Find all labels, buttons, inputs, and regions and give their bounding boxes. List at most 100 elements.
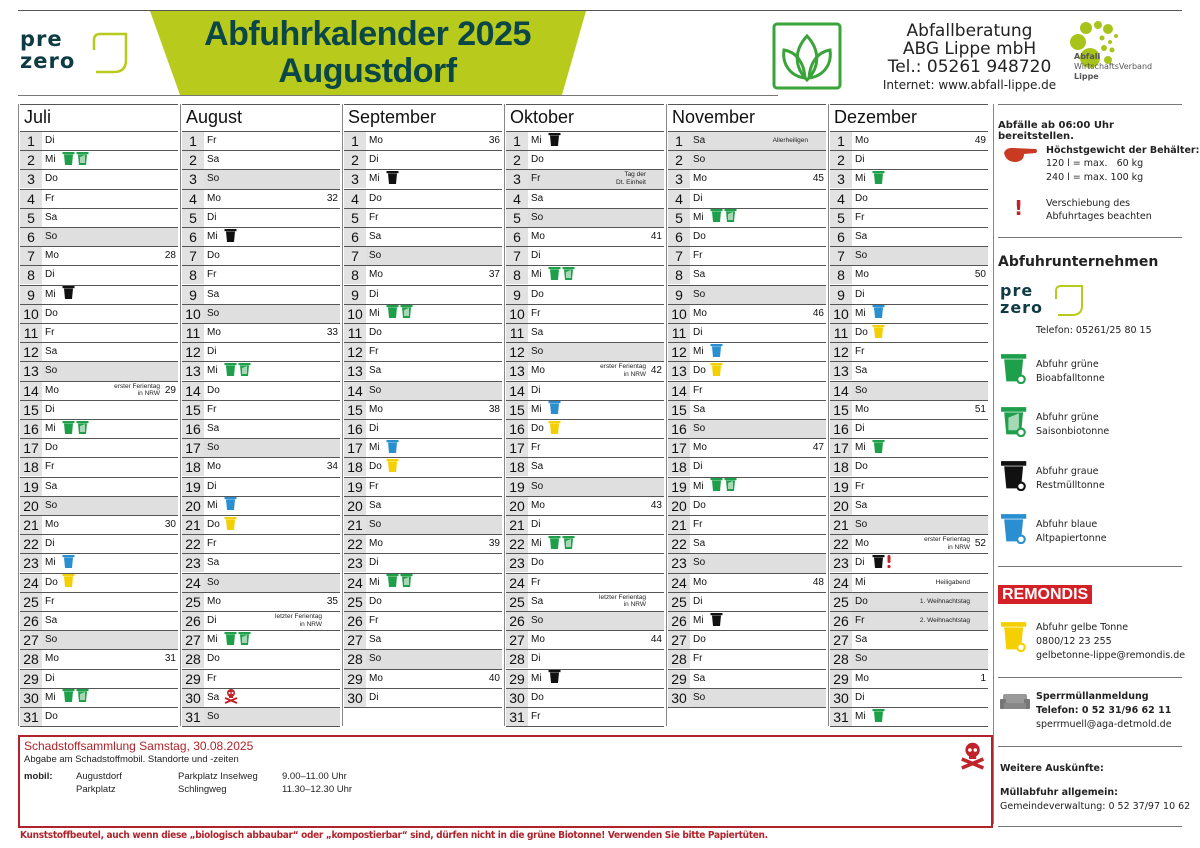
day-note-line: 2. Weihnachtstag	[919, 617, 970, 624]
weekday: Sa	[45, 211, 58, 223]
abg-website[interactable]: Internet: www.abfall-lippe.de	[882, 78, 1057, 92]
logo-text-pre: pre	[1000, 281, 1034, 300]
week-number: 40	[488, 672, 500, 684]
month-header: Juli	[20, 104, 178, 128]
day-number: 6	[668, 228, 690, 246]
day-number: 19	[344, 477, 366, 496]
day-row: 31 Mi	[830, 707, 988, 726]
weekday: Sa	[207, 691, 220, 703]
day-number: 23	[20, 554, 42, 573]
day-number: 20	[506, 496, 528, 515]
row-rule	[182, 726, 340, 728]
weekday: Fr	[531, 711, 541, 722]
day-number: 27	[344, 631, 366, 650]
general-phone: Gemeindeverwaltung: 0 52 37/97 10 62	[1000, 801, 1191, 812]
green-bio-bin-icon	[710, 477, 723, 497]
bulky-waste-email[interactable]: sperrmuell@aga-detmold.de	[1036, 719, 1172, 730]
day-row: 15 Fr	[182, 399, 340, 419]
pickup-icons	[710, 477, 737, 497]
weekday: Sa	[693, 135, 706, 146]
green-seasonal-bin-icon	[238, 631, 251, 651]
pickup-icons	[224, 228, 237, 248]
weekday: Mo	[855, 538, 869, 550]
day-row: 22 Mo 39	[344, 534, 502, 554]
day-number: 9	[182, 285, 204, 304]
day-row: 27 Mi	[182, 630, 340, 651]
green-bio-bin-icon	[710, 208, 723, 228]
day-number: 18	[668, 458, 690, 477]
yellow-bin-email[interactable]: gelbetonne-lippe@remondis.de	[1036, 650, 1186, 661]
day-row: 17 So	[182, 438, 340, 458]
day-row: 21 So	[344, 515, 502, 535]
day-row: 30 Mi	[20, 687, 178, 707]
pickup-icons	[872, 708, 885, 725]
day-number: 22	[830, 535, 852, 554]
weekday: Mi	[369, 173, 380, 185]
day-number: 21	[182, 516, 204, 534]
day-number: 10	[182, 304, 204, 323]
weekday: So	[855, 519, 868, 530]
weekday: Do	[45, 711, 58, 722]
day-number: 24	[344, 573, 366, 592]
day-row: 1 Fr	[182, 131, 340, 150]
column-rule	[342, 104, 343, 726]
month-header: August	[182, 104, 340, 128]
week-number: 42	[650, 365, 662, 377]
day-row: 22 Di	[20, 534, 178, 554]
hazard-time: 11.30–12.30 Uhr	[282, 784, 353, 795]
bulky-waste-phone: Telefon: 0 52 31/96 62 11	[1036, 705, 1172, 716]
day-number: 14	[182, 381, 204, 400]
day-row: 26 Fr 2. Weihnachtstag	[830, 611, 988, 631]
weekday: Mo	[531, 365, 545, 377]
day-number: 30	[182, 688, 204, 707]
pickup-icons	[386, 170, 399, 187]
pickup-icons	[548, 670, 561, 687]
black-residual-bin-icon	[224, 228, 237, 248]
weekday: Do	[855, 595, 868, 607]
weekday: Mo	[45, 519, 59, 530]
day-number: 3	[506, 170, 528, 189]
day-number: 24	[506, 573, 528, 592]
day-row: 20 Do	[668, 495, 826, 515]
week-number: 30	[164, 519, 176, 530]
green-bio-bin-icon	[548, 535, 561, 555]
day-row: 4 Sa	[506, 188, 664, 208]
hazard-label: mobil:	[24, 771, 53, 782]
divider	[998, 746, 1182, 747]
day-number: 28	[182, 650, 204, 669]
day-row: 20 So	[20, 495, 178, 515]
day-row: 29 Mi	[506, 668, 664, 688]
day-row: 10 Mi	[344, 303, 502, 323]
sofa-icon	[1000, 694, 1030, 709]
weekday: Do	[531, 154, 544, 166]
day-number: 16	[668, 420, 690, 438]
day-number: 5	[830, 208, 852, 227]
green-bio-bin-icon	[386, 573, 399, 593]
day-number: 27	[20, 631, 42, 650]
weekday: Mo	[207, 595, 221, 607]
day-row: 7 Do	[182, 246, 340, 266]
day-row: 29 Fr	[182, 668, 340, 688]
day-number: 13	[830, 362, 852, 381]
day-row: 12 Mi	[668, 342, 826, 362]
day-number: 24	[20, 573, 42, 592]
day-number: 2	[668, 151, 690, 170]
weekday: Fr	[369, 346, 379, 358]
day-number: 15	[182, 400, 204, 419]
week-number: 1	[980, 672, 986, 684]
day-number: 21	[344, 516, 366, 534]
day-number: 27	[668, 631, 690, 650]
day-row: 9 Sa	[182, 284, 340, 304]
day-number: 13	[668, 362, 690, 381]
day-note-line: erster Ferientag	[600, 363, 646, 371]
day-number: 31	[20, 708, 42, 726]
day-note-line: in NRW	[299, 620, 322, 628]
day-row: 30 Di	[830, 687, 988, 707]
day-row: 2 Sa	[182, 150, 340, 170]
day-row: 17 Mo 47	[668, 438, 826, 458]
day-number: 28	[344, 650, 366, 669]
day-number: 19	[506, 477, 528, 496]
pickup-icons	[62, 554, 75, 571]
hazard-time: 9.00–11.00 Uhr	[282, 771, 347, 782]
day-number: 12	[344, 343, 366, 362]
